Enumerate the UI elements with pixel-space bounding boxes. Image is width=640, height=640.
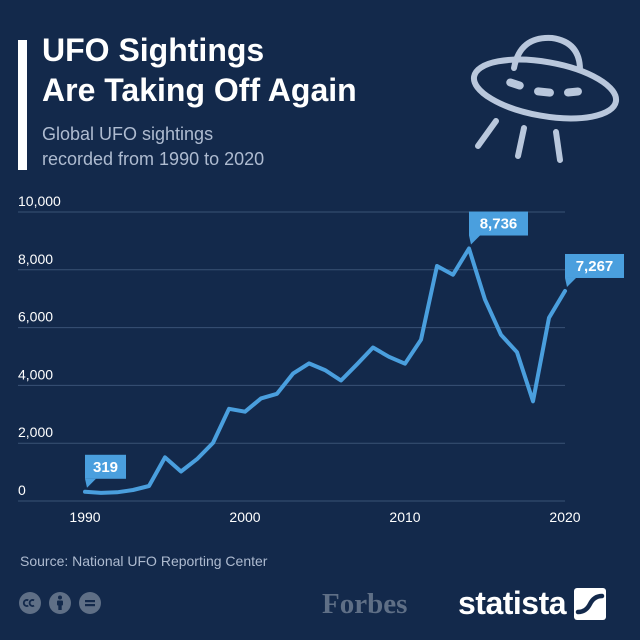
no-derivatives-icon[interactable] — [78, 591, 102, 615]
x-tick-label: 1990 — [69, 509, 100, 525]
x-tick-label: 2000 — [229, 509, 260, 525]
data-labels: 319 8,736 7,267 — [85, 211, 624, 488]
x-tick-label: 2020 — [549, 509, 580, 525]
data-label-pointer — [85, 478, 96, 488]
data-label: 8,736 — [469, 211, 528, 245]
chart-subtitle: Global UFO sightings recorded from 1990 … — [42, 122, 264, 172]
license-icons — [18, 591, 102, 615]
source-note: Source: National UFO Reporting Center — [20, 553, 268, 569]
axis-labels: 0 2,000 4,000 6,000 8,000 10,000 1990 2000 2010 2… — [18, 195, 581, 525]
subtitle-line-2: recorded from 1990 to 2020 — [42, 149, 265, 169]
data-label: 319 — [85, 454, 126, 488]
ufo-icon — [470, 34, 620, 163]
chart-title: UFO Sightings Are Taking Off Again — [42, 30, 357, 110]
x-tick-label: 2010 — [389, 509, 420, 525]
y-tick-label: 0 — [18, 482, 26, 498]
y-tick-label: 6,000 — [18, 309, 53, 325]
y-tick-label: 10,000 — [18, 195, 61, 209]
line-chart: 0 2,000 4,000 6,000 8,000 10,000 1990 2000 2010 2… — [18, 195, 624, 525]
data-label-value: 319 — [93, 459, 118, 476]
statista-wordmark: statista — [458, 585, 567, 621]
subtitle-line-1: Global UFO sightings — [42, 124, 214, 144]
statista-logo-mark — [574, 587, 607, 620]
data-label-box — [85, 454, 126, 479]
forbes-logo: Forbes — [322, 588, 408, 620]
data-label-pointer — [469, 235, 480, 245]
statista-logo: statista — [458, 585, 607, 622]
data-label-value: 7,267 — [576, 258, 614, 275]
accent-bar — [18, 40, 27, 170]
data-label-pointer — [565, 277, 576, 287]
title-line-1: UFO Sightings — [42, 32, 265, 68]
data-label: 7,267 — [565, 253, 624, 287]
title-line-2: Are Taking Off Again — [42, 72, 357, 108]
data-label-value: 8,736 — [480, 216, 518, 233]
y-tick-label: 8,000 — [18, 251, 53, 267]
series-line-path — [83, 246, 567, 495]
y-tick-label: 2,000 — [18, 424, 53, 440]
attribution-icon[interactable] — [48, 591, 72, 615]
creative-commons-icon[interactable] — [18, 591, 42, 615]
data-label-box — [565, 253, 624, 278]
series-line — [83, 246, 567, 495]
y-tick-label: 4,000 — [18, 366, 53, 382]
data-label-box — [469, 211, 528, 236]
